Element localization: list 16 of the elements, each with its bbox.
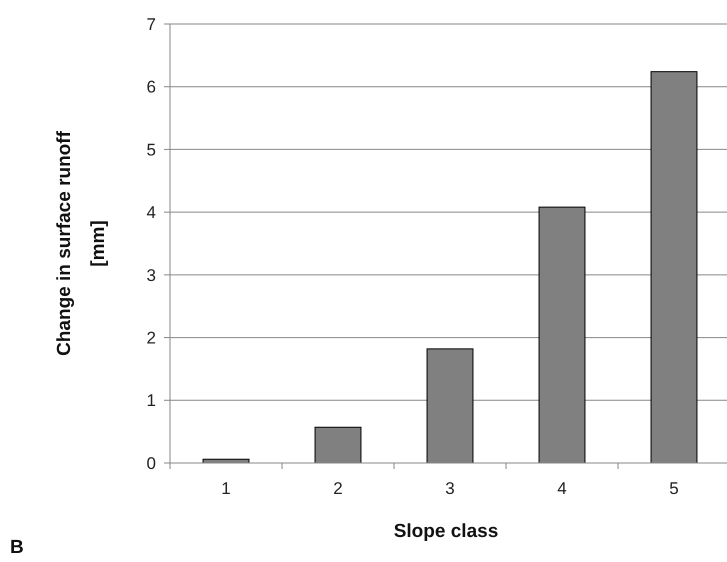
x-tick-label: 4 <box>557 479 567 498</box>
y-tick-label: 2 <box>146 328 156 348</box>
x-tick-label: 3 <box>445 479 455 498</box>
x-tick-label: 1 <box>221 479 231 498</box>
x-axis-title: Slope class <box>394 521 498 542</box>
y-tick-label: 7 <box>146 14 156 34</box>
y-tick-label: 5 <box>146 140 156 160</box>
text: B <box>10 537 24 558</box>
x-tick-label: 5 <box>669 479 679 498</box>
y-axis-title: Change in surface runoff [mm] <box>54 130 109 356</box>
y-tick-label: 6 <box>146 78 156 97</box>
y-tick-label: 0 <box>146 454 156 473</box>
y-tick-label: 1 <box>146 391 156 410</box>
x-tick-label: 2 <box>333 479 343 498</box>
y-tick-label: 3 <box>146 266 156 285</box>
y-tick-label: 4 <box>146 203 156 222</box>
